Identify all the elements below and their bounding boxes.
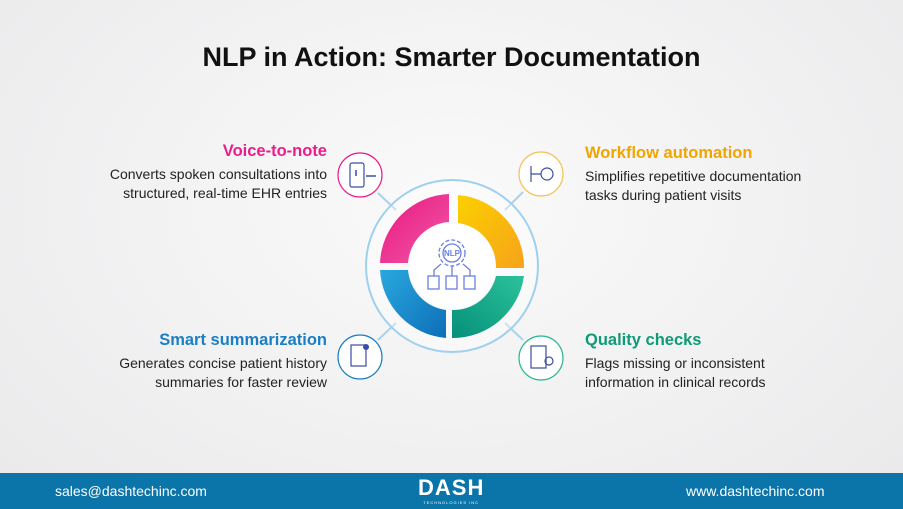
- footer-website-link[interactable]: www.dashtechinc.com: [686, 483, 825, 499]
- feature-title: Smart summarization: [159, 331, 327, 349]
- connector-lines: [377, 191, 524, 341]
- feature-text: tasks during patient visits: [585, 187, 742, 203]
- feature-text: information in clinical records: [585, 374, 766, 390]
- feature-voice-to-note: Voice-to-note Converts spoken consultati…: [37, 142, 327, 203]
- footer-email-link[interactable]: sales@dashtechinc.com: [55, 483, 207, 499]
- feature-text: structured, real-time EHR entries: [123, 185, 327, 201]
- feature-quality-checks: Quality checks Flags missing or inconsis…: [585, 331, 875, 392]
- segment-summarization: [380, 270, 446, 338]
- microphone-phone-icon: [337, 152, 383, 198]
- page-title: NLP in Action: Smarter Documentation: [202, 42, 701, 72]
- document-summary-icon: [337, 334, 383, 380]
- feature-smart-summarization: Smart summarization Generates concise pa…: [37, 331, 327, 392]
- feature-workflow-automation: Workflow automation Simplifies repetitiv…: [585, 144, 875, 205]
- feature-text: Generates concise patient history: [119, 355, 327, 371]
- segment-quality: [452, 276, 524, 339]
- feature-title: Quality checks: [585, 331, 702, 349]
- feature-title: Workflow automation: [585, 144, 753, 162]
- logo-subtitle: TECHNOLOGIES INC: [423, 500, 480, 505]
- feature-text: Flags missing or inconsistent: [585, 355, 765, 371]
- logo-wordmark: DASH: [418, 475, 485, 500]
- workflow-gear-icon: [518, 151, 564, 197]
- feature-text: Converts spoken consultations into: [109, 166, 327, 182]
- checklist-magnifier-icon: [518, 335, 564, 381]
- dash-logo: DASH TECHNOLOGIES INC: [418, 475, 485, 506]
- center-label: NLP: [444, 249, 461, 258]
- feature-text: Simplifies repetitive documentation: [585, 168, 802, 184]
- segment-voice: [380, 194, 449, 263]
- feature-text: summaries for faster review: [155, 374, 327, 390]
- nlp-gear-icon: [427, 239, 476, 290]
- feature-title: Voice-to-note: [222, 142, 327, 160]
- segment-workflow: [458, 195, 525, 268]
- nlp-diagram: NLP: [337, 151, 564, 381]
- footer: sales@dashtechinc.com DASH TECHNOLOGIES …: [0, 473, 903, 509]
